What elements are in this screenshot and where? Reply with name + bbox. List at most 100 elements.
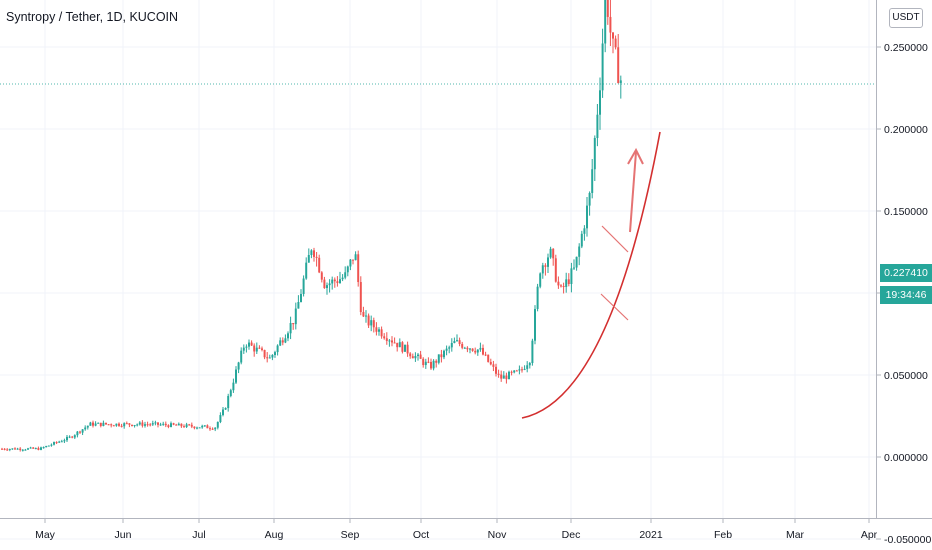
candle-body xyxy=(326,285,328,289)
time-tick-label: Nov xyxy=(488,529,507,541)
candle-body xyxy=(271,354,274,358)
candle-body xyxy=(320,272,323,280)
candle-body xyxy=(27,448,29,450)
candle-body xyxy=(456,340,458,342)
candle-body xyxy=(16,448,19,450)
candle-body xyxy=(274,352,276,355)
candle-body xyxy=(575,256,578,268)
candle-body xyxy=(261,348,263,350)
candle-body xyxy=(596,114,599,139)
candle-body xyxy=(619,80,622,84)
candle-body xyxy=(302,278,305,294)
candle-body xyxy=(232,382,235,391)
candle-body xyxy=(385,338,388,341)
candle-body xyxy=(86,425,89,428)
time-tick-label: May xyxy=(35,529,56,541)
time-tick-label: Dec xyxy=(562,529,581,541)
candle-body xyxy=(120,425,123,427)
candle-body xyxy=(469,348,471,350)
candle-body xyxy=(42,447,45,449)
candle-body xyxy=(547,257,549,267)
candle-body xyxy=(1,448,3,450)
candle-body xyxy=(47,445,50,447)
candle-body xyxy=(154,422,157,424)
time-tick-label: Apr xyxy=(861,529,878,541)
candle-body xyxy=(604,0,607,44)
candle-body xyxy=(34,448,37,450)
candle-body xyxy=(344,272,347,278)
candle-body xyxy=(248,342,250,347)
candle-body xyxy=(474,350,477,353)
candle-body xyxy=(365,315,367,317)
candle-body xyxy=(404,344,406,352)
parabolic-curve-drawing xyxy=(521,131,661,419)
candle-body xyxy=(383,336,386,339)
candle-body xyxy=(131,424,133,426)
candle-body xyxy=(341,277,344,280)
bar-countdown-label: 19:34:46 xyxy=(880,286,932,304)
candle-body xyxy=(180,423,183,427)
candle-body xyxy=(528,363,531,366)
candle-body xyxy=(216,422,219,428)
candle-body xyxy=(437,354,440,363)
candle-body xyxy=(443,350,445,358)
candle-body xyxy=(237,362,240,370)
candle-body xyxy=(19,448,22,450)
candle-body xyxy=(448,347,451,349)
candle-body xyxy=(432,360,435,369)
price-tick-label: 0.250000 xyxy=(884,42,928,54)
candle-body xyxy=(229,390,232,396)
candle-body xyxy=(557,281,560,286)
price-tick-label: 0.200000 xyxy=(884,124,928,136)
candle-body xyxy=(164,423,167,426)
candle-body xyxy=(411,356,414,359)
candle-body xyxy=(398,342,401,348)
channel-upper-line xyxy=(601,225,629,253)
candle-body xyxy=(32,447,35,449)
candle-body xyxy=(149,424,152,426)
candlestick-series xyxy=(1,0,622,452)
candle-body xyxy=(453,341,456,344)
time-tick-label: Jun xyxy=(115,529,132,541)
candle-body xyxy=(401,342,404,352)
candle-body xyxy=(513,370,516,373)
candle-body xyxy=(424,361,427,366)
candle-body xyxy=(281,340,284,343)
candle-body xyxy=(318,257,321,273)
time-axis-ticks[interactable]: May Jun Jul Aug Sep Oct Nov Dec 2021 Feb Mar Apr xyxy=(35,518,878,541)
candle-body xyxy=(40,447,42,450)
price-tick-label: 0.050000 xyxy=(884,370,928,382)
candle-body xyxy=(461,343,464,348)
currency-badge[interactable]: USDT xyxy=(889,8,923,28)
vertical-gridlines xyxy=(44,0,870,518)
candle-body xyxy=(190,424,193,427)
candle-body xyxy=(614,38,617,48)
candle-body xyxy=(552,248,555,259)
candle-body xyxy=(349,259,352,267)
candle-body xyxy=(300,293,302,303)
price-tick-label: -0.050000 xyxy=(884,534,931,546)
candle-body xyxy=(105,422,107,425)
candle-body xyxy=(339,279,341,284)
candle-body xyxy=(60,441,63,443)
candle-body xyxy=(128,423,131,425)
candle-body xyxy=(289,323,292,334)
last-price-label: 0.227410 xyxy=(880,264,932,282)
candle-body xyxy=(227,395,230,409)
candle-body xyxy=(97,422,100,424)
price-axis-ticks[interactable]: 0.5500000.5000000.4500000.4000000.350000… xyxy=(876,0,931,546)
candle-body xyxy=(37,448,40,450)
candle-body xyxy=(235,369,237,383)
candle-body xyxy=(492,364,495,367)
candle-body xyxy=(211,428,214,430)
flag-channel-drawing xyxy=(600,225,629,321)
candle-body xyxy=(331,279,334,284)
candle-body xyxy=(458,340,461,344)
candle-body xyxy=(333,279,336,282)
candle-body xyxy=(479,347,482,350)
candle-body xyxy=(141,422,144,426)
candle-body xyxy=(68,436,71,438)
candle-body xyxy=(414,355,417,359)
candle-body xyxy=(66,436,68,441)
